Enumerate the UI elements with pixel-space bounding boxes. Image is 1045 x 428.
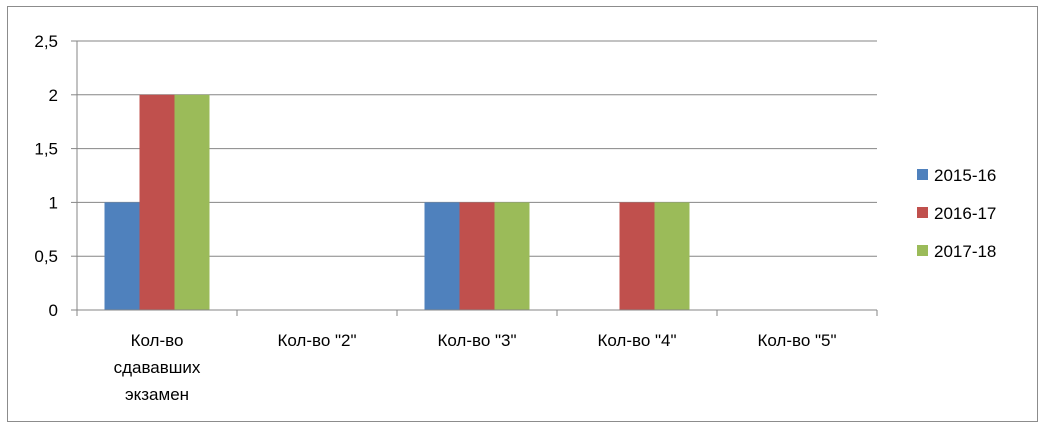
bar-2015-16 <box>424 202 460 310</box>
bar-2016-17 <box>459 202 495 310</box>
legend-label: 2017-18 <box>934 242 996 261</box>
x-tick-label: Кол-во сдававших экзамен <box>114 331 201 404</box>
y-tick-label: 2 <box>49 86 58 105</box>
legend-swatch <box>917 207 928 218</box>
y-tick-label: 0 <box>49 301 58 320</box>
legend: 2015-16 2016-17 2017-18 <box>917 166 996 261</box>
bar-2017-18 <box>174 94 210 310</box>
legend-swatch <box>917 169 928 180</box>
legend-label: 2016-17 <box>934 204 996 223</box>
x-tick-label: Кол-во "2" <box>277 331 356 350</box>
legend-label: 2015-16 <box>934 166 996 185</box>
x-tick-label: Кол-во "4" <box>597 331 676 350</box>
x-axis <box>76 309 878 316</box>
y-tick-label: 0,5 <box>34 247 58 266</box>
y-axis-ticks: 0 0,5 1 1,5 2 2,5 <box>34 32 78 320</box>
y-tick-label: 1,5 <box>34 140 58 159</box>
bar-2017-18 <box>654 202 690 310</box>
legend-swatch <box>917 245 928 256</box>
bar-2017-18 <box>494 202 530 310</box>
bars <box>104 94 690 310</box>
x-tick-label: Кол-во "5" <box>757 331 836 350</box>
y-tick-label: 1 <box>49 193 58 212</box>
bar-2015-16 <box>104 202 140 310</box>
bar-2016-17 <box>619 202 655 310</box>
x-axis-labels: Кол-во сдававших экзамен Кол-во "2" Кол-во "… <box>114 331 837 404</box>
y-tick-label: 2,5 <box>34 32 58 51</box>
bar-2016-17 <box>139 94 175 310</box>
x-tick-label: Кол-во "3" <box>437 331 516 350</box>
